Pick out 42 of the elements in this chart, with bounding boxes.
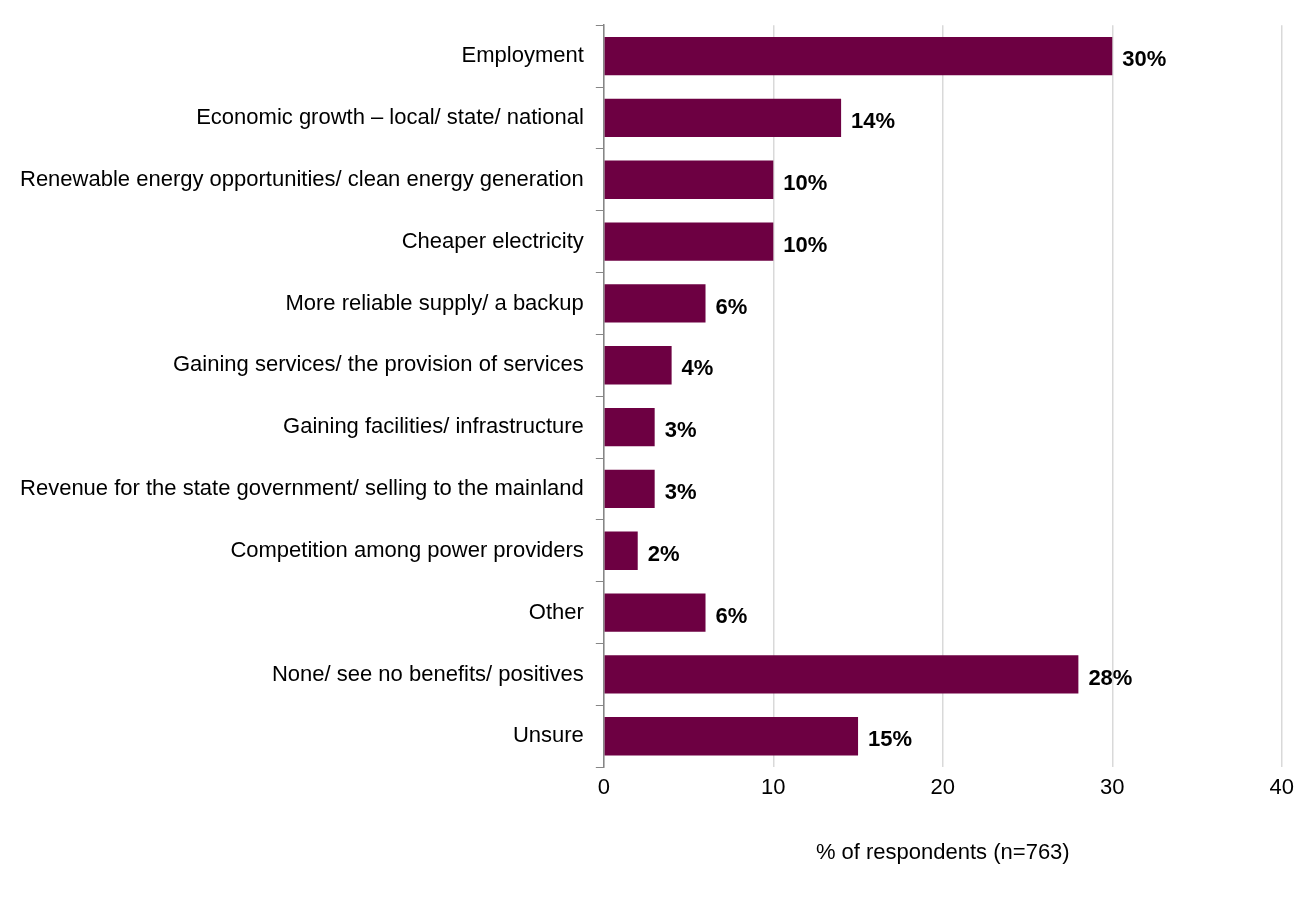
- bar: [604, 346, 672, 385]
- y-tick-label: Renewable energy opportunities/ clean energy generation: [20, 165, 584, 191]
- x-tick-label: 30: [1100, 774, 1125, 800]
- data-label: 6%: [715, 602, 748, 628]
- bar: [604, 98, 842, 138]
- data-label: 3%: [664, 417, 697, 443]
- y-tick-label: Employment: [461, 42, 584, 68]
- bar: [604, 222, 774, 261]
- y-tick-label: Economic growth – local/ state/ national: [196, 104, 584, 130]
- x-tick-label: 10: [761, 774, 786, 800]
- bar: [604, 284, 706, 323]
- bar: [604, 593, 706, 632]
- x-tick-label: 0: [597, 774, 610, 800]
- data-label: 14%: [851, 108, 896, 134]
- x-tick-label: 40: [1269, 774, 1295, 800]
- data-label: 28%: [1088, 664, 1133, 690]
- data-label: 6%: [715, 293, 748, 319]
- bar: [604, 160, 774, 199]
- bar: [604, 531, 638, 570]
- data-label: 10%: [783, 169, 828, 195]
- x-axis-title: % of respondents (n=763): [815, 838, 1070, 864]
- data-label: 10%: [783, 231, 828, 257]
- y-tick-label: Gaining facilities/ infrastructure: [283, 413, 584, 439]
- y-tick-label: More reliable supply/ a backup: [285, 289, 584, 315]
- y-tick-label: Competition among power providers: [230, 536, 584, 562]
- data-label: 2%: [647, 540, 680, 566]
- x-tick-label: 20: [930, 774, 956, 800]
- data-label: 3%: [664, 479, 697, 505]
- bar: [604, 36, 1113, 76]
- bar: [604, 469, 655, 509]
- bar: [604, 407, 655, 447]
- y-tick-label: Unsure: [512, 722, 584, 748]
- y-tick-label: Cheaper electricity: [401, 227, 584, 253]
- y-tick-label: None/ see no benefits/ positives: [271, 660, 584, 686]
- y-tick-label: Other: [528, 598, 584, 624]
- data-label: 4%: [681, 355, 714, 381]
- bar: [604, 655, 1079, 694]
- data-label: 15%: [868, 726, 913, 752]
- y-tick-label: Gaining services/ the provision of services: [172, 351, 584, 377]
- bar: [604, 717, 859, 756]
- y-tick-label: Revenue for the state government/ selling to the mainland: [20, 475, 584, 501]
- data-label: 30%: [1122, 46, 1167, 72]
